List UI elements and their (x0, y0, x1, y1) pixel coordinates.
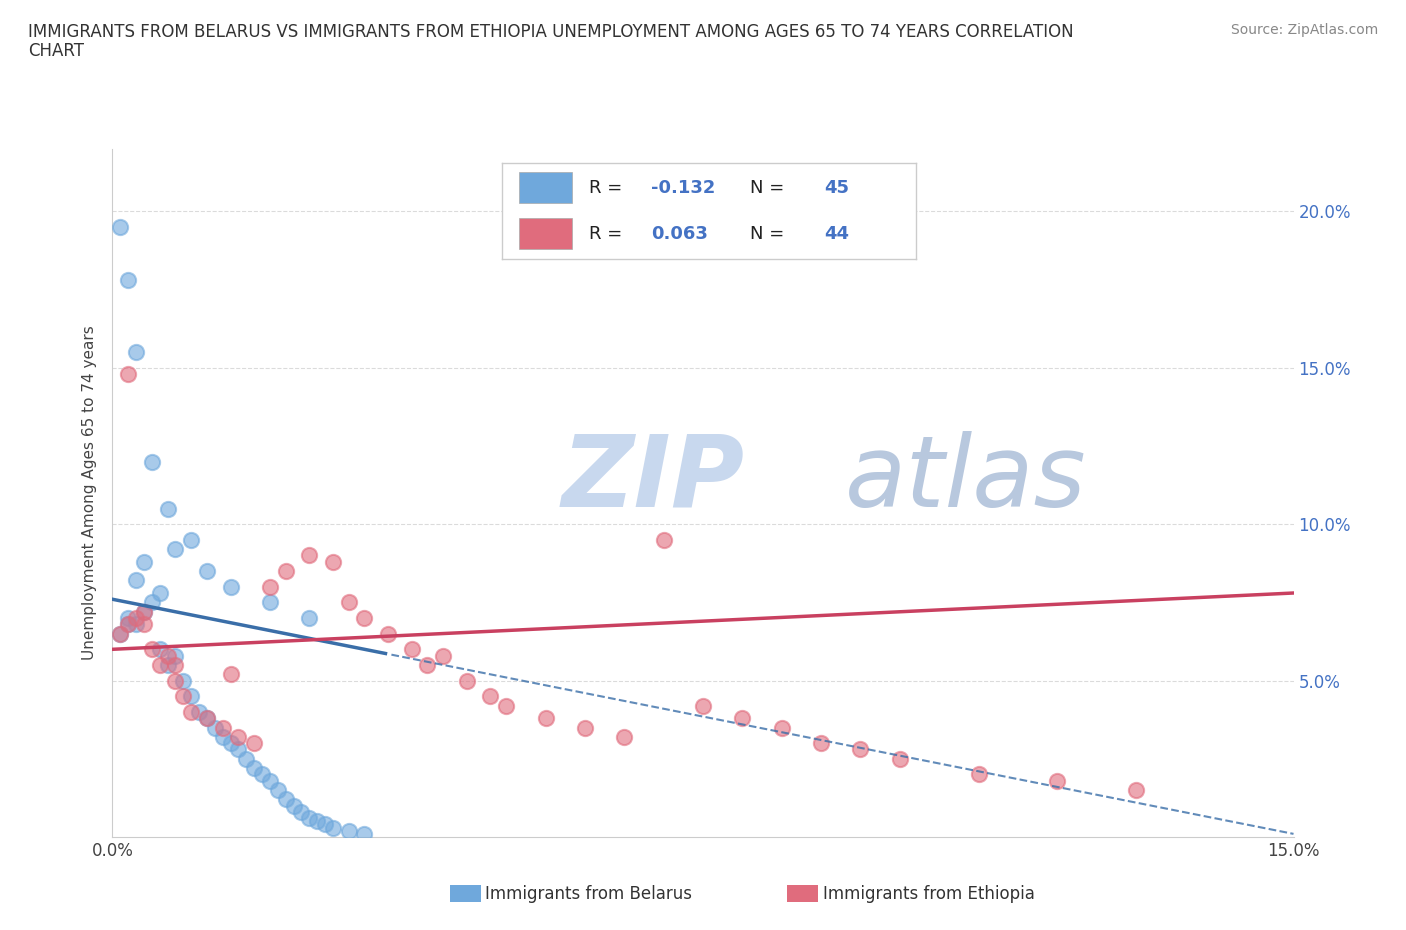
Point (195, 711, 218, 725)
Text: ZIP: ZIP (561, 431, 744, 527)
Point (165, 542, 187, 557)
Point (290, 804, 312, 819)
Point (259, 595, 281, 610)
Point (117, 611, 139, 626)
Point (195, 711, 218, 725)
Point (219, 736, 242, 751)
Text: Source: ZipAtlas.com: Source: ZipAtlas.com (1230, 23, 1378, 37)
Point (219, 667, 242, 682)
Point (211, 720, 233, 735)
Point (211, 729, 233, 744)
Point (967, 767, 990, 782)
Point (117, 617, 139, 631)
Point (125, 611, 148, 626)
Point (165, 673, 187, 688)
Point (125, 345, 148, 360)
Point (259, 579, 281, 594)
Point (479, 689, 502, 704)
Y-axis label: Unemployment Among Ages 65 to 74 years: Unemployment Among Ages 65 to 74 years (82, 326, 97, 660)
Point (188, 704, 211, 719)
Point (195, 564, 218, 578)
Text: Immigrants from Belarus: Immigrants from Belarus (485, 884, 692, 903)
Text: atlas: atlas (845, 431, 1087, 527)
Point (250, 767, 273, 782)
Point (298, 611, 321, 626)
Point (432, 648, 454, 663)
Point (1046, 773, 1069, 788)
Point (156, 648, 179, 663)
Point (172, 673, 194, 688)
Point (574, 720, 596, 735)
Point (1125, 783, 1147, 798)
Point (889, 751, 911, 766)
Point (274, 792, 297, 807)
Point (849, 742, 872, 757)
Point (692, 698, 714, 713)
Point (353, 611, 375, 626)
Point (149, 642, 172, 657)
Point (149, 586, 172, 601)
Point (314, 817, 336, 832)
Point (534, 711, 557, 725)
Point (243, 736, 266, 751)
Point (117, 272, 139, 287)
Point (770, 720, 793, 735)
Point (337, 823, 360, 838)
Point (283, 798, 305, 813)
Point (322, 820, 344, 835)
Point (204, 720, 226, 735)
Point (180, 704, 202, 719)
Point (132, 604, 155, 619)
Point (353, 827, 375, 842)
Point (110, 626, 132, 641)
Point (125, 617, 148, 631)
Point (117, 617, 139, 631)
Point (298, 811, 321, 826)
Point (132, 554, 155, 569)
Point (219, 579, 242, 594)
Point (172, 689, 194, 704)
Point (180, 689, 202, 704)
Point (652, 532, 675, 547)
Point (377, 626, 399, 641)
Point (117, 366, 139, 381)
Point (165, 658, 187, 672)
Point (141, 642, 163, 657)
Point (322, 554, 344, 569)
Point (731, 711, 754, 725)
Point (156, 501, 179, 516)
Point (141, 595, 163, 610)
Point (125, 573, 148, 588)
Text: Immigrants from Ethiopia: Immigrants from Ethiopia (823, 884, 1035, 903)
Point (613, 729, 636, 744)
Text: CHART: CHART (28, 42, 84, 60)
Point (228, 729, 250, 744)
Point (110, 626, 132, 641)
Point (156, 658, 179, 672)
Point (495, 698, 517, 713)
Point (259, 773, 281, 788)
Point (149, 658, 172, 672)
Point (337, 595, 360, 610)
Point (141, 454, 163, 469)
Point (416, 658, 439, 672)
Point (235, 751, 257, 766)
Point (298, 548, 321, 563)
Point (307, 814, 329, 829)
Point (180, 532, 202, 547)
Point (274, 564, 297, 578)
Point (132, 617, 155, 631)
Point (132, 604, 155, 619)
Point (267, 783, 290, 798)
Point (243, 761, 266, 776)
Point (228, 742, 250, 757)
Point (401, 642, 423, 657)
Point (810, 736, 832, 751)
Point (165, 648, 187, 663)
Point (456, 673, 478, 688)
Point (110, 219, 132, 234)
Text: IMMIGRANTS FROM BELARUS VS IMMIGRANTS FROM ETHIOPIA UNEMPLOYMENT AMONG AGES 65 T: IMMIGRANTS FROM BELARUS VS IMMIGRANTS FR… (28, 23, 1074, 41)
